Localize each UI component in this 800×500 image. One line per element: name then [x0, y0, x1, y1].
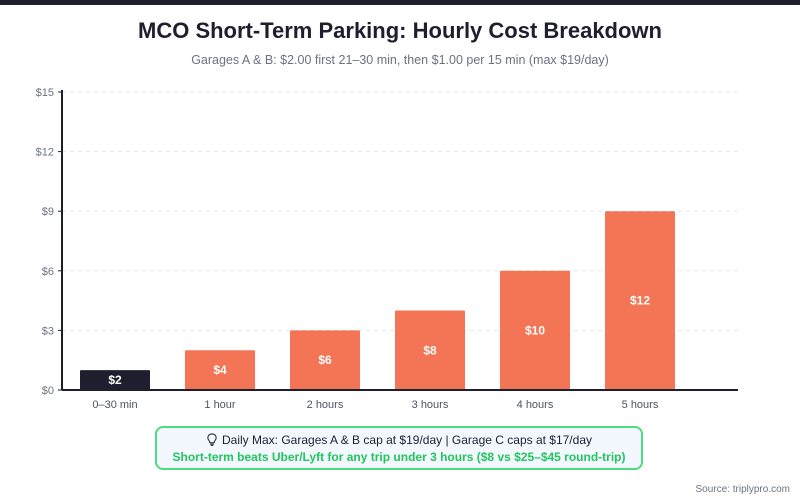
y-tick-label: $12	[36, 147, 54, 159]
chart-subtitle: Garages A & B: $2.00 first 21–30 min, th…	[191, 53, 609, 67]
bar-value-label: $10	[525, 323, 545, 337]
bar-value-label: $6	[318, 353, 332, 367]
bar-value-label: $4	[213, 363, 227, 377]
y-tick-label: $15	[36, 87, 54, 99]
bar	[500, 270, 570, 390]
callout-comparison-text: Short-term beats Uber/Lyft for any trip …	[172, 450, 626, 464]
y-tick-label: $6	[42, 266, 54, 278]
x-tick-label: 4 hours	[517, 399, 554, 411]
chart-title: MCO Short-Term Parking: Hourly Cost Brea…	[138, 18, 662, 43]
lightbulb-icon	[207, 433, 217, 446]
bar-chart: $0 $3 $6 $9 $12 $15 $2 0–30 min $4 1 hour $6 2 hour…	[36, 87, 738, 411]
bar-value-label: $8	[423, 343, 437, 357]
y-tick-label: $9	[42, 206, 54, 218]
daily-max-callout: Daily Max: Garages A & B cap at $19/day …	[155, 426, 643, 470]
bar-value-label: $12	[630, 294, 650, 308]
callout-daily-max-text: Daily Max: Garages A & B cap at $19/day …	[222, 433, 592, 447]
bar	[395, 310, 465, 390]
bar	[80, 370, 150, 390]
bar	[290, 330, 360, 390]
x-tick-label: 1 hour	[204, 399, 236, 411]
x-tick-label: 2 hours	[307, 399, 344, 411]
bar-value-label: $2	[108, 373, 122, 387]
bar	[605, 211, 675, 390]
bar	[185, 350, 255, 390]
x-tick-label: 3 hours	[412, 399, 449, 411]
top-accent-bar	[0, 0, 800, 5]
x-tick-label: 5 hours	[622, 399, 659, 411]
y-tick-label: $3	[42, 325, 54, 337]
y-tick-label: $0	[42, 385, 54, 397]
x-tick-label: 0–30 min	[92, 399, 137, 411]
source-credit: Source: triplypro.com	[695, 484, 790, 495]
